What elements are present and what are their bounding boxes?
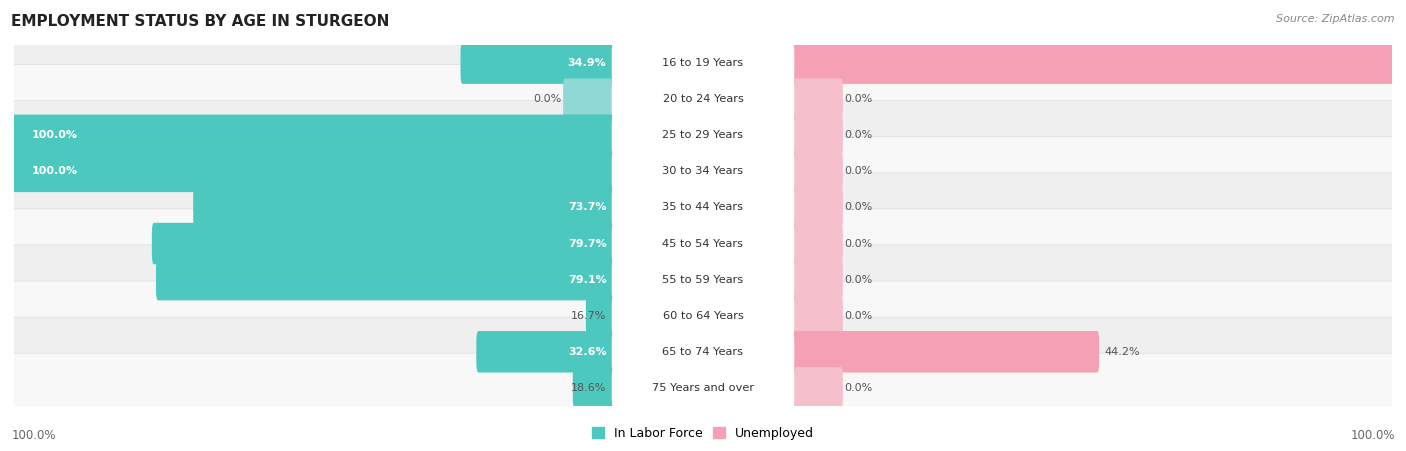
FancyBboxPatch shape: [612, 43, 794, 83]
FancyBboxPatch shape: [612, 188, 794, 227]
Text: 79.7%: 79.7%: [568, 239, 606, 249]
FancyBboxPatch shape: [790, 151, 842, 192]
Text: 0.0%: 0.0%: [533, 94, 562, 104]
Text: 100.0%: 100.0%: [31, 130, 77, 140]
FancyBboxPatch shape: [156, 259, 616, 300]
Text: 73.7%: 73.7%: [568, 202, 606, 212]
FancyBboxPatch shape: [612, 224, 794, 263]
FancyBboxPatch shape: [612, 368, 794, 408]
FancyBboxPatch shape: [790, 78, 842, 120]
FancyBboxPatch shape: [564, 78, 616, 120]
Text: 0.0%: 0.0%: [844, 311, 873, 321]
FancyBboxPatch shape: [13, 151, 616, 192]
FancyBboxPatch shape: [11, 281, 1395, 350]
FancyBboxPatch shape: [11, 137, 1395, 206]
Text: 75 Years and over: 75 Years and over: [652, 383, 754, 393]
FancyBboxPatch shape: [790, 259, 842, 300]
FancyBboxPatch shape: [11, 317, 1395, 387]
FancyBboxPatch shape: [790, 115, 842, 156]
FancyBboxPatch shape: [193, 187, 616, 228]
Text: Source: ZipAtlas.com: Source: ZipAtlas.com: [1277, 14, 1395, 23]
Text: 0.0%: 0.0%: [844, 130, 873, 140]
Text: 34.9%: 34.9%: [568, 58, 606, 68]
FancyBboxPatch shape: [790, 367, 842, 409]
FancyBboxPatch shape: [13, 115, 616, 156]
Text: 16.7%: 16.7%: [571, 311, 606, 321]
Text: 25 to 29 Years: 25 to 29 Years: [662, 130, 744, 140]
FancyBboxPatch shape: [477, 331, 616, 373]
Text: 100.0%: 100.0%: [11, 429, 56, 442]
FancyBboxPatch shape: [11, 245, 1395, 314]
FancyBboxPatch shape: [790, 42, 1406, 84]
Text: 100.0%: 100.0%: [1350, 429, 1395, 442]
Text: 55 to 59 Years: 55 to 59 Years: [662, 275, 744, 285]
Text: 44.2%: 44.2%: [1104, 347, 1140, 357]
FancyBboxPatch shape: [612, 296, 794, 336]
FancyBboxPatch shape: [790, 187, 842, 228]
FancyBboxPatch shape: [790, 223, 842, 264]
Text: 18.6%: 18.6%: [571, 383, 606, 393]
Text: 16 to 19 Years: 16 to 19 Years: [662, 58, 744, 68]
Text: EMPLOYMENT STATUS BY AGE IN STURGEON: EMPLOYMENT STATUS BY AGE IN STURGEON: [11, 14, 389, 28]
FancyBboxPatch shape: [11, 209, 1395, 278]
Text: 65 to 74 Years: 65 to 74 Years: [662, 347, 744, 357]
Text: 0.0%: 0.0%: [844, 202, 873, 212]
Text: 0.0%: 0.0%: [844, 239, 873, 249]
Text: 0.0%: 0.0%: [844, 383, 873, 393]
Text: 0.0%: 0.0%: [844, 166, 873, 176]
FancyBboxPatch shape: [790, 295, 842, 336]
Text: 35 to 44 Years: 35 to 44 Years: [662, 202, 744, 212]
FancyBboxPatch shape: [461, 42, 616, 84]
FancyBboxPatch shape: [612, 260, 794, 299]
Text: 30 to 34 Years: 30 to 34 Years: [662, 166, 744, 176]
FancyBboxPatch shape: [11, 353, 1395, 423]
FancyBboxPatch shape: [586, 295, 616, 336]
FancyBboxPatch shape: [11, 28, 1395, 98]
FancyBboxPatch shape: [612, 332, 794, 372]
Text: 0.0%: 0.0%: [844, 94, 873, 104]
FancyBboxPatch shape: [11, 64, 1395, 134]
Text: 60 to 64 Years: 60 to 64 Years: [662, 311, 744, 321]
Text: 100.0%: 100.0%: [31, 166, 77, 176]
Text: 32.6%: 32.6%: [568, 347, 606, 357]
FancyBboxPatch shape: [152, 223, 616, 264]
FancyBboxPatch shape: [612, 115, 794, 155]
Text: 0.0%: 0.0%: [844, 275, 873, 285]
Text: 79.1%: 79.1%: [568, 275, 606, 285]
Text: 20 to 24 Years: 20 to 24 Years: [662, 94, 744, 104]
FancyBboxPatch shape: [612, 79, 794, 119]
FancyBboxPatch shape: [790, 331, 1099, 373]
FancyBboxPatch shape: [11, 173, 1395, 242]
FancyBboxPatch shape: [572, 367, 616, 409]
FancyBboxPatch shape: [612, 152, 794, 191]
Legend: In Labor Force, Unemployed: In Labor Force, Unemployed: [586, 422, 820, 445]
FancyBboxPatch shape: [11, 101, 1395, 170]
Text: 45 to 54 Years: 45 to 54 Years: [662, 239, 744, 249]
